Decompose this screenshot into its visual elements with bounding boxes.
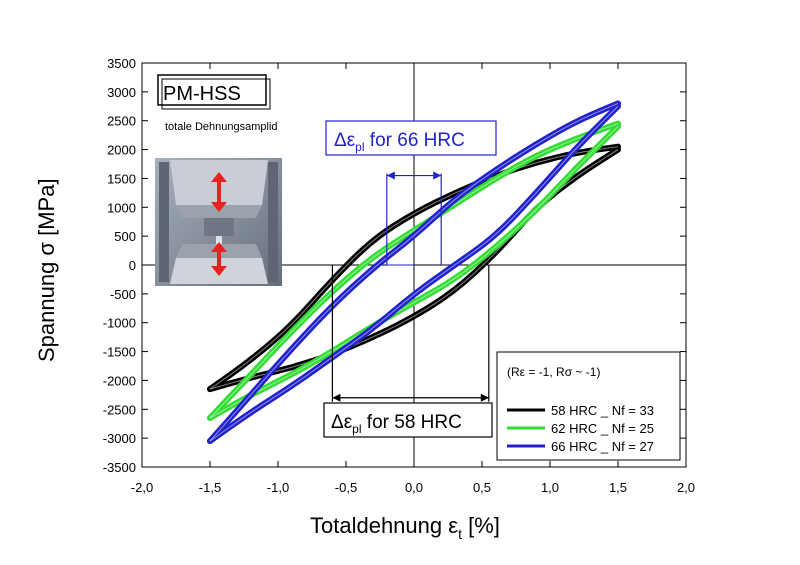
series-0-lower-inner bbox=[209, 149, 619, 390]
x-tick-label: 0,0 bbox=[405, 480, 423, 495]
x-tick-label: -1,5 bbox=[199, 480, 221, 495]
y-tick-label: 0 bbox=[129, 258, 136, 273]
annotation-delta-58: Δεpl for 58 HRC bbox=[323, 402, 493, 438]
x-axis-title-sub: t bbox=[458, 526, 462, 542]
delta-58-markers bbox=[331, 265, 490, 402]
delta-66-main: Δε bbox=[334, 130, 356, 151]
delta-66-arrow-right bbox=[433, 171, 442, 180]
legend-label-1: 62 HRC _ Nf = 25 bbox=[551, 421, 654, 436]
legend: (Rε = -1, Rσ ~ -1) 58 HRC _ Nf = 33 62 HR… bbox=[496, 351, 681, 461]
series-0-upper-inner bbox=[209, 146, 619, 390]
series-2-lower-inner bbox=[209, 105, 619, 442]
y-tick-label: -3500 bbox=[103, 460, 136, 475]
x-tick-label: 1,0 bbox=[541, 480, 559, 495]
x-tick-label: -2,0 bbox=[131, 480, 153, 495]
series-2 bbox=[207, 100, 621, 445]
subtitle: totale Dehnungsamplid bbox=[165, 121, 278, 133]
delta-66-sub: pl bbox=[355, 140, 364, 154]
y-tick-label: -2000 bbox=[103, 373, 136, 388]
delta-66-arrow-left bbox=[386, 171, 395, 180]
y-tick-label: -500 bbox=[110, 287, 136, 302]
x-tick-label: 1,5 bbox=[609, 480, 627, 495]
y-tick-label: 1000 bbox=[107, 200, 136, 215]
legend-label-2: 66 HRC _ Nf = 27 bbox=[551, 439, 654, 454]
delta-58-arrow-right bbox=[480, 393, 489, 402]
series-2-upper-inner bbox=[209, 102, 619, 442]
y-tick-label: 3500 bbox=[107, 56, 136, 71]
y-tick-label: -1500 bbox=[103, 345, 136, 360]
svg-text:Δεpl for 66 HRC: Δεpl for 66 HRC bbox=[334, 130, 465, 154]
series-group bbox=[207, 100, 621, 445]
legend-label-0: 58 HRC _ Nf = 33 bbox=[551, 403, 654, 418]
y-tick-label: 1500 bbox=[107, 171, 136, 186]
title-box-text: PM-HSS bbox=[163, 83, 241, 105]
y-tick-label: 3000 bbox=[107, 85, 136, 100]
legend-items: 58 HRC _ Nf = 33 62 HRC _ Nf = 25 66 HRC _… bbox=[507, 403, 654, 454]
legend-header: (Rε = -1, Rσ ~ -1) bbox=[507, 365, 600, 379]
x-axis-title-text: Totaldehnung bbox=[310, 513, 442, 538]
x-tick-label: 0,5 bbox=[473, 480, 491, 495]
x-tick-label: 2,0 bbox=[677, 480, 695, 495]
y-tick-label: 2500 bbox=[107, 114, 136, 129]
x-tick-label: -0,5 bbox=[335, 480, 357, 495]
series-1-lower-inner bbox=[209, 126, 619, 419]
test-machine-photo bbox=[155, 158, 282, 286]
title-box: PM-HSS bbox=[157, 74, 271, 110]
delta-58-main: Δε bbox=[331, 412, 353, 433]
x-axis-title: Totaldehnung εt [%] bbox=[310, 513, 500, 542]
delta-58-sub: pl bbox=[352, 422, 361, 436]
x-axis-title-symbol: ε bbox=[448, 513, 458, 538]
y-tick-label: -3000 bbox=[103, 431, 136, 446]
y-axis-title: Spannung σ [MPa] bbox=[34, 178, 59, 362]
y-tick-label: 2000 bbox=[107, 143, 136, 158]
delta-66-markers bbox=[386, 171, 442, 266]
delta-58-arrow-left bbox=[332, 393, 341, 402]
y-tick-label: -2500 bbox=[103, 402, 136, 417]
axis-ticks: -2,0 -1,5 -1,0 -0,5 0,0 0,5 1,0 1,5 2,0 -3500 -300… bbox=[103, 56, 695, 495]
series-1 bbox=[207, 120, 621, 421]
series-1-upper-inner bbox=[209, 123, 619, 419]
annotations: Δεpl for 66 HRC Δεpl for 58 HRC bbox=[323, 120, 497, 438]
svg-text:Δεpl for 58 HRC: Δεpl for 58 HRC bbox=[331, 412, 462, 436]
annotation-delta-66: Δεpl for 66 HRC bbox=[325, 120, 497, 156]
delta-66-tail: for 66 HRC bbox=[365, 130, 465, 151]
y-tick-label: -1000 bbox=[103, 316, 136, 331]
y-tick-label: 500 bbox=[114, 229, 136, 244]
series-0 bbox=[207, 143, 621, 393]
x-axis-title-unit: [%] bbox=[468, 513, 500, 538]
x-tick-label: -1,0 bbox=[267, 480, 289, 495]
delta-58-tail: for 58 HRC bbox=[362, 412, 462, 433]
